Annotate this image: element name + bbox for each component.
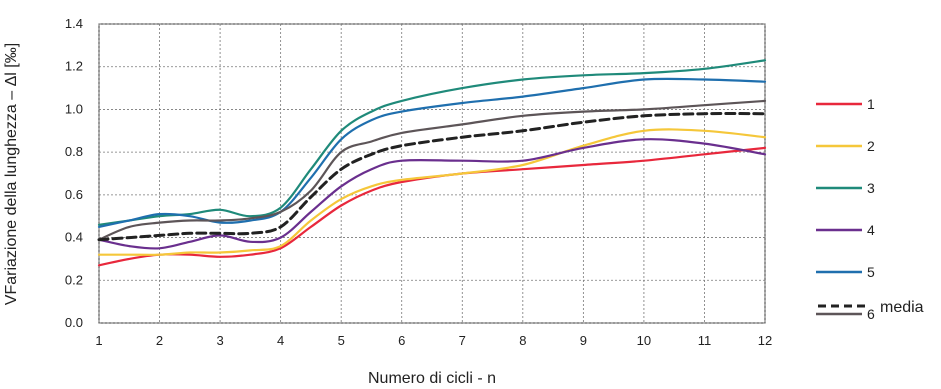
series-line-4 (97, 138, 767, 250)
x-tick-label: 7 (459, 333, 466, 348)
x-tick-label: 6 (398, 333, 405, 348)
x-tick-label: 8 (519, 333, 526, 348)
legend: 1 2 3 4 5 6 media (816, 96, 924, 322)
y-tick-label: 1.4 (65, 16, 83, 31)
x-tick-label: 1 (95, 333, 102, 348)
series-line-media (97, 112, 767, 242)
legend-label-4: 4 (867, 222, 875, 238)
y-tick-label: 1.0 (65, 101, 83, 116)
series-line-5 (97, 77, 767, 228)
x-tick-label: 3 (216, 333, 223, 348)
y-tick-label: 1.2 (65, 59, 83, 74)
legend-label-3: 3 (867, 180, 875, 196)
legend-label-5: 5 (867, 264, 875, 280)
x-tick-label: 12 (758, 333, 772, 348)
x-tick-label: 10 (637, 333, 651, 348)
x-axis-title: Numero di cicli - n (368, 370, 496, 387)
series-lines (97, 59, 767, 267)
legend-label-1: 1 (867, 96, 875, 112)
tick-labels: 1 2 3 4 5 6 7 8 9 10 11 120.00.20.40.60.81.01.21.4 (65, 16, 772, 348)
x-tick-label: 9 (580, 333, 587, 348)
y-tick-label: 0.0 (65, 315, 83, 330)
series-line-2 (97, 128, 767, 256)
x-tick-label: 4 (277, 333, 284, 348)
x-tick-label: 11 (698, 333, 712, 348)
series-line-1 (97, 146, 767, 267)
y-tick-label: 0.6 (65, 187, 83, 202)
legend-label-6: 6 (867, 306, 875, 322)
y-tick-label: 0.8 (65, 144, 83, 159)
y-axis-title: VFariazione della lunghezza – Δl [‰] (3, 43, 20, 305)
plot-area (98, 23, 766, 324)
series-line-6 (97, 99, 767, 241)
legend-label-2: 2 (867, 138, 875, 154)
grid (98, 23, 766, 324)
y-tick-label: 0.2 (65, 272, 83, 287)
x-tick-label: 5 (338, 333, 345, 348)
x-tick-label: 2 (156, 333, 163, 348)
y-tick-label: 0.4 (65, 230, 83, 245)
legend-label-media: media (880, 299, 924, 316)
